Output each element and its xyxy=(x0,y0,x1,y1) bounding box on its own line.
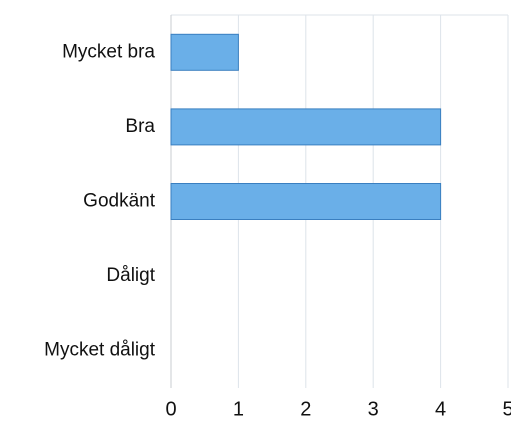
y-tick-label: Dåligt xyxy=(106,265,155,286)
x-tick-label: 1 xyxy=(233,398,244,420)
y-tick-label: Mycket dåligt xyxy=(44,340,156,361)
bar xyxy=(170,108,442,146)
x-tick-label: 2 xyxy=(300,398,311,420)
x-tick-label: 5 xyxy=(502,398,511,420)
x-tick-label: 0 xyxy=(165,398,176,420)
y-tick-label: Mycket bra xyxy=(62,41,155,62)
y-tick-label: Bra xyxy=(125,116,155,137)
x-tick-label: 3 xyxy=(368,398,379,420)
x-tick-label: 4 xyxy=(435,398,446,420)
bar xyxy=(170,33,239,71)
y-tick-label: Godkänt xyxy=(83,191,156,212)
bar xyxy=(170,183,442,220)
